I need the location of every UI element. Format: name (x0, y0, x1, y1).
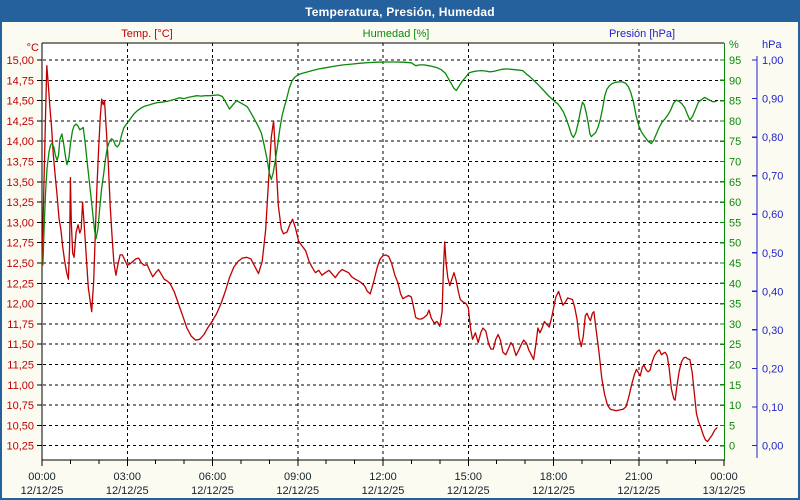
svg-text:10: 10 (729, 400, 741, 412)
svg-text:12/12/25: 12/12/25 (106, 485, 149, 497)
svg-text:21:00: 21:00 (625, 471, 653, 483)
svg-text:70: 70 (729, 157, 741, 169)
pressure-axis-unit: hPa (762, 39, 782, 51)
svg-text:12/12/25: 12/12/25 (276, 485, 319, 497)
svg-text:0,30: 0,30 (762, 325, 783, 337)
svg-text:0,40: 0,40 (762, 286, 783, 298)
svg-text:14,00: 14,00 (6, 136, 34, 148)
legend-humidity-label: Humedad [%] (362, 28, 430, 40)
svg-text:12,25: 12,25 (6, 278, 34, 290)
svg-text:12/12/25: 12/12/25 (191, 485, 234, 497)
svg-text:11,00: 11,00 (7, 380, 34, 392)
svg-text:11,50: 11,50 (7, 339, 34, 351)
svg-text:0,20: 0,20 (762, 363, 783, 375)
svg-text:5: 5 (729, 420, 735, 432)
svg-text:11,25: 11,25 (7, 360, 34, 372)
svg-text:0,80: 0,80 (762, 132, 783, 144)
humidity-curve (42, 61, 717, 266)
temp-axis-unit: °C (26, 42, 39, 54)
svg-text:09:00: 09:00 (284, 471, 312, 483)
svg-text:12/12/25: 12/12/25 (617, 485, 660, 497)
svg-text:40: 40 (729, 278, 741, 290)
svg-text:12/12/25: 12/12/25 (21, 485, 64, 497)
svg-text:1,00: 1,00 (762, 55, 783, 67)
svg-text:85: 85 (729, 96, 741, 108)
pressure-axis: 1,00 0,90 0,80 0,70 0,60 0,50 0,40 0,30 0,20 0,10… (752, 55, 783, 458)
svg-text:13,75: 13,75 (6, 157, 34, 169)
svg-text:12/12/25: 12/12/25 (447, 485, 490, 497)
svg-text:45: 45 (729, 258, 741, 270)
svg-text:25: 25 (729, 339, 741, 351)
svg-text:65: 65 (729, 177, 741, 189)
svg-text:55: 55 (729, 217, 741, 229)
svg-text:06:00: 06:00 (199, 471, 227, 483)
svg-text:13,50: 13,50 (6, 177, 34, 189)
svg-text:03:00: 03:00 (113, 471, 141, 483)
window-title-bar: Temperatura, Presión, Humedad (2, 2, 798, 22)
svg-text:20: 20 (729, 360, 741, 372)
svg-text:0,70: 0,70 (762, 171, 783, 183)
svg-text:11,75: 11,75 (7, 319, 34, 331)
svg-text:80: 80 (729, 116, 741, 128)
svg-text:12,00: 12,00 (6, 299, 34, 311)
svg-text:50: 50 (729, 238, 741, 250)
svg-text:60: 60 (729, 197, 741, 209)
svg-text:35: 35 (729, 299, 741, 311)
svg-text:14,75: 14,75 (6, 75, 34, 87)
plot-area (42, 43, 724, 460)
svg-text:95: 95 (729, 55, 741, 67)
svg-text:75: 75 (729, 136, 741, 148)
svg-text:0,50: 0,50 (762, 248, 783, 260)
svg-text:10,50: 10,50 (6, 420, 34, 432)
legend-pressure-label: Presión [hPa] (608, 28, 676, 40)
svg-text:15:00: 15:00 (454, 471, 482, 483)
temperature-curve (41, 65, 718, 443)
svg-text:0,90: 0,90 (762, 94, 783, 106)
plot-frame (37, 42, 725, 466)
svg-text:0,10: 0,10 (762, 402, 783, 414)
svg-text:12/12/25: 12/12/25 (362, 485, 405, 497)
svg-text:10,75: 10,75 (6, 400, 34, 412)
window-title: Temperatura, Presión, Humedad (305, 5, 495, 19)
svg-text:15: 15 (729, 380, 741, 392)
svg-text:13,00: 13,00 (6, 217, 34, 229)
svg-text:00:00: 00:00 (28, 471, 56, 483)
svg-text:90: 90 (729, 75, 741, 87)
svg-text:12:00: 12:00 (369, 471, 397, 483)
svg-text:0,60: 0,60 (762, 209, 783, 221)
svg-text:30: 30 (729, 319, 741, 331)
legend-temp-label: Temp. [°C] (121, 28, 173, 40)
svg-text:13/12/25: 13/12/25 (703, 485, 746, 497)
svg-text:12,75: 12,75 (6, 238, 34, 250)
svg-text:14,25: 14,25 (6, 116, 34, 128)
gridlines (43, 43, 724, 460)
svg-text:15,00: 15,00 (6, 55, 34, 67)
svg-text:0: 0 (729, 441, 735, 453)
svg-text:10,25: 10,25 (6, 441, 34, 453)
temp-axis-labels: 15,00 14,75 14,50 14,25 14,00 13,75 13,50 13,25… (6, 55, 34, 453)
x-axis-labels: 00:00 12/12/25 03:00 12/12/25 06:00 12/12/25 0… (21, 471, 746, 497)
svg-text:12,50: 12,50 (6, 258, 34, 270)
svg-text:12/12/25: 12/12/25 (532, 485, 575, 497)
svg-text:00:00: 00:00 (710, 471, 738, 483)
svg-text:0,00: 0,00 (762, 441, 783, 453)
humidity-axis-unit: % (729, 39, 739, 51)
svg-text:14,50: 14,50 (6, 96, 34, 108)
svg-text:18:00: 18:00 (540, 471, 568, 483)
svg-text:13,25: 13,25 (6, 197, 34, 209)
